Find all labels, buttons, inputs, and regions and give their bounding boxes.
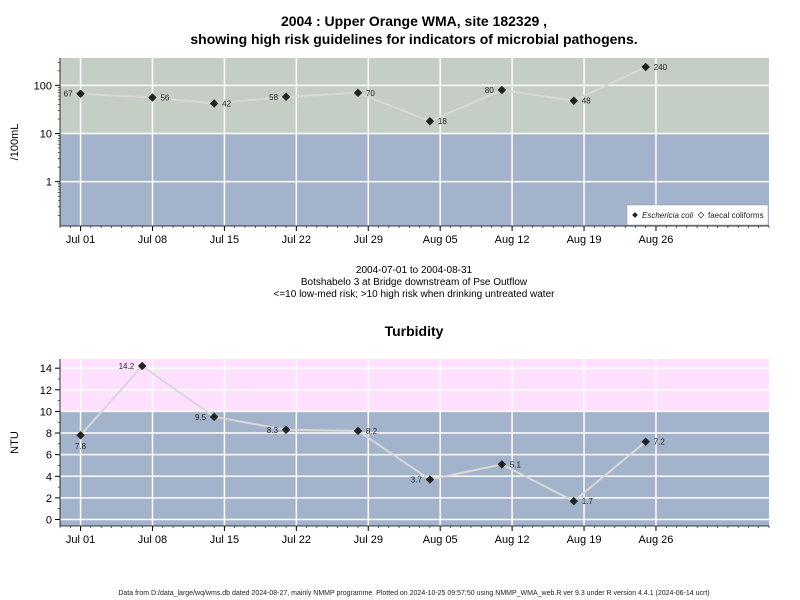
- y-tick-label: 6: [46, 450, 52, 462]
- data-label: 240: [654, 63, 668, 72]
- data-label: 7.8: [75, 442, 87, 451]
- data-point: [425, 475, 435, 484]
- y-tick-label: 2: [46, 493, 52, 505]
- y-tick-label: 8: [46, 428, 52, 440]
- data-point: [641, 437, 650, 446]
- data-label: 9.5: [195, 413, 207, 422]
- date-range-text: 2004-07-01 to 2004-08-31: [356, 265, 473, 276]
- data-point: [425, 116, 435, 126]
- data-point: [76, 89, 85, 98]
- x-tick-label: Jul 29: [354, 234, 383, 246]
- data-point: [353, 426, 363, 436]
- x-tick-label: Jul 15: [210, 534, 239, 546]
- data-label: 14.2: [119, 362, 135, 371]
- legend-ecoli-marker: [632, 212, 638, 218]
- data-label: 58: [269, 93, 278, 102]
- legend-ecoli-label: Eschericia coli: [642, 211, 693, 220]
- y-tick-label: 4: [46, 471, 52, 483]
- footer-text: Data from D:/data_large/wq/wms.db dated …: [118, 590, 709, 597]
- x-tick-label: Jul 22: [282, 534, 311, 546]
- data-label: 67: [64, 90, 73, 99]
- x-tick-label: Jul 01: [66, 234, 95, 246]
- x-tick-label: Aug 05: [423, 534, 458, 546]
- data-label: 8.2: [366, 427, 378, 436]
- legend-faecal-label: faecal coliforms: [708, 211, 764, 220]
- data-point: [497, 460, 507, 469]
- y-tick-label: 10: [40, 129, 52, 141]
- data-point: [209, 412, 219, 422]
- x-tick-label: Aug 05: [423, 234, 458, 246]
- x-tick-label: Jul 08: [138, 234, 167, 246]
- data-label: 7.2: [654, 438, 666, 447]
- x-tick-label: Jul 22: [282, 234, 311, 246]
- x-tick-label: Aug 26: [639, 234, 674, 246]
- x-tick-label: Aug 26: [639, 534, 674, 546]
- y-tick-label: 10: [40, 406, 52, 418]
- chart-title-line2: showing high risk guidelines for indicat…: [190, 31, 637, 47]
- site-text: Botshabelo 3 at Bridge downstream of Pse…: [301, 277, 528, 288]
- data-label: 5.1: [510, 460, 522, 469]
- risk-note-text: <=10 low-med risk; >10 high risk when dr…: [274, 289, 556, 300]
- x-tick-label: Jul 29: [354, 534, 383, 546]
- legend-faecal-marker: [697, 211, 705, 219]
- data-label: 1.7: [582, 497, 594, 506]
- x-tick-label: Jul 08: [138, 534, 167, 546]
- data-point: [281, 92, 291, 101]
- y-tick-label: 0: [46, 515, 52, 527]
- data-point: [209, 99, 219, 108]
- data-label: 70: [366, 89, 375, 98]
- data-point: [137, 361, 147, 371]
- high-risk-band: [60, 58, 769, 134]
- y-axis-label: /100mL: [9, 124, 21, 161]
- data-label: 8.3: [267, 426, 279, 435]
- data-label: 42: [222, 100, 231, 109]
- y-tick-label: 14: [40, 363, 52, 375]
- x-tick-label: Aug 12: [495, 534, 530, 546]
- data-label: 48: [582, 97, 591, 106]
- y-tick-label: 1: [46, 177, 52, 189]
- high-risk-band: [60, 359, 769, 412]
- data-point: [353, 88, 363, 98]
- data-label: 18: [438, 117, 447, 126]
- data-label: 3.7: [411, 476, 423, 485]
- data-label: 56: [160, 93, 169, 102]
- chart-title-line1: 2004 : Upper Orange WMA, site 182329 ,: [281, 13, 547, 29]
- y-axis-label: NTU: [9, 431, 21, 454]
- x-tick-label: Jul 15: [210, 234, 239, 246]
- y-tick-label: 100: [34, 80, 52, 92]
- x-tick-label: Jul 01: [66, 534, 95, 546]
- x-tick-label: Aug 19: [567, 234, 602, 246]
- x-tick-label: Aug 12: [495, 234, 530, 246]
- data-point: [148, 93, 157, 102]
- x-tick-label: Aug 19: [567, 534, 602, 546]
- microbial-panel: Jul 01 Jul 08 Jul 15 Jul 22 Jul 29 Aug 05 Aug …: [9, 58, 770, 246]
- data-point: [497, 85, 507, 95]
- y-tick-label: 12: [40, 385, 52, 397]
- data-point: [281, 425, 291, 435]
- turbidity-title: Turbidity: [385, 323, 444, 339]
- data-point: [569, 496, 579, 506]
- turbidity-panel: Jul 01 Jul 08 Jul 15 Jul 22 Jul 29 Aug 05 Aug …: [9, 359, 770, 546]
- data-point: [76, 430, 85, 440]
- data-label: 80: [485, 86, 494, 95]
- legend-box: [626, 204, 769, 226]
